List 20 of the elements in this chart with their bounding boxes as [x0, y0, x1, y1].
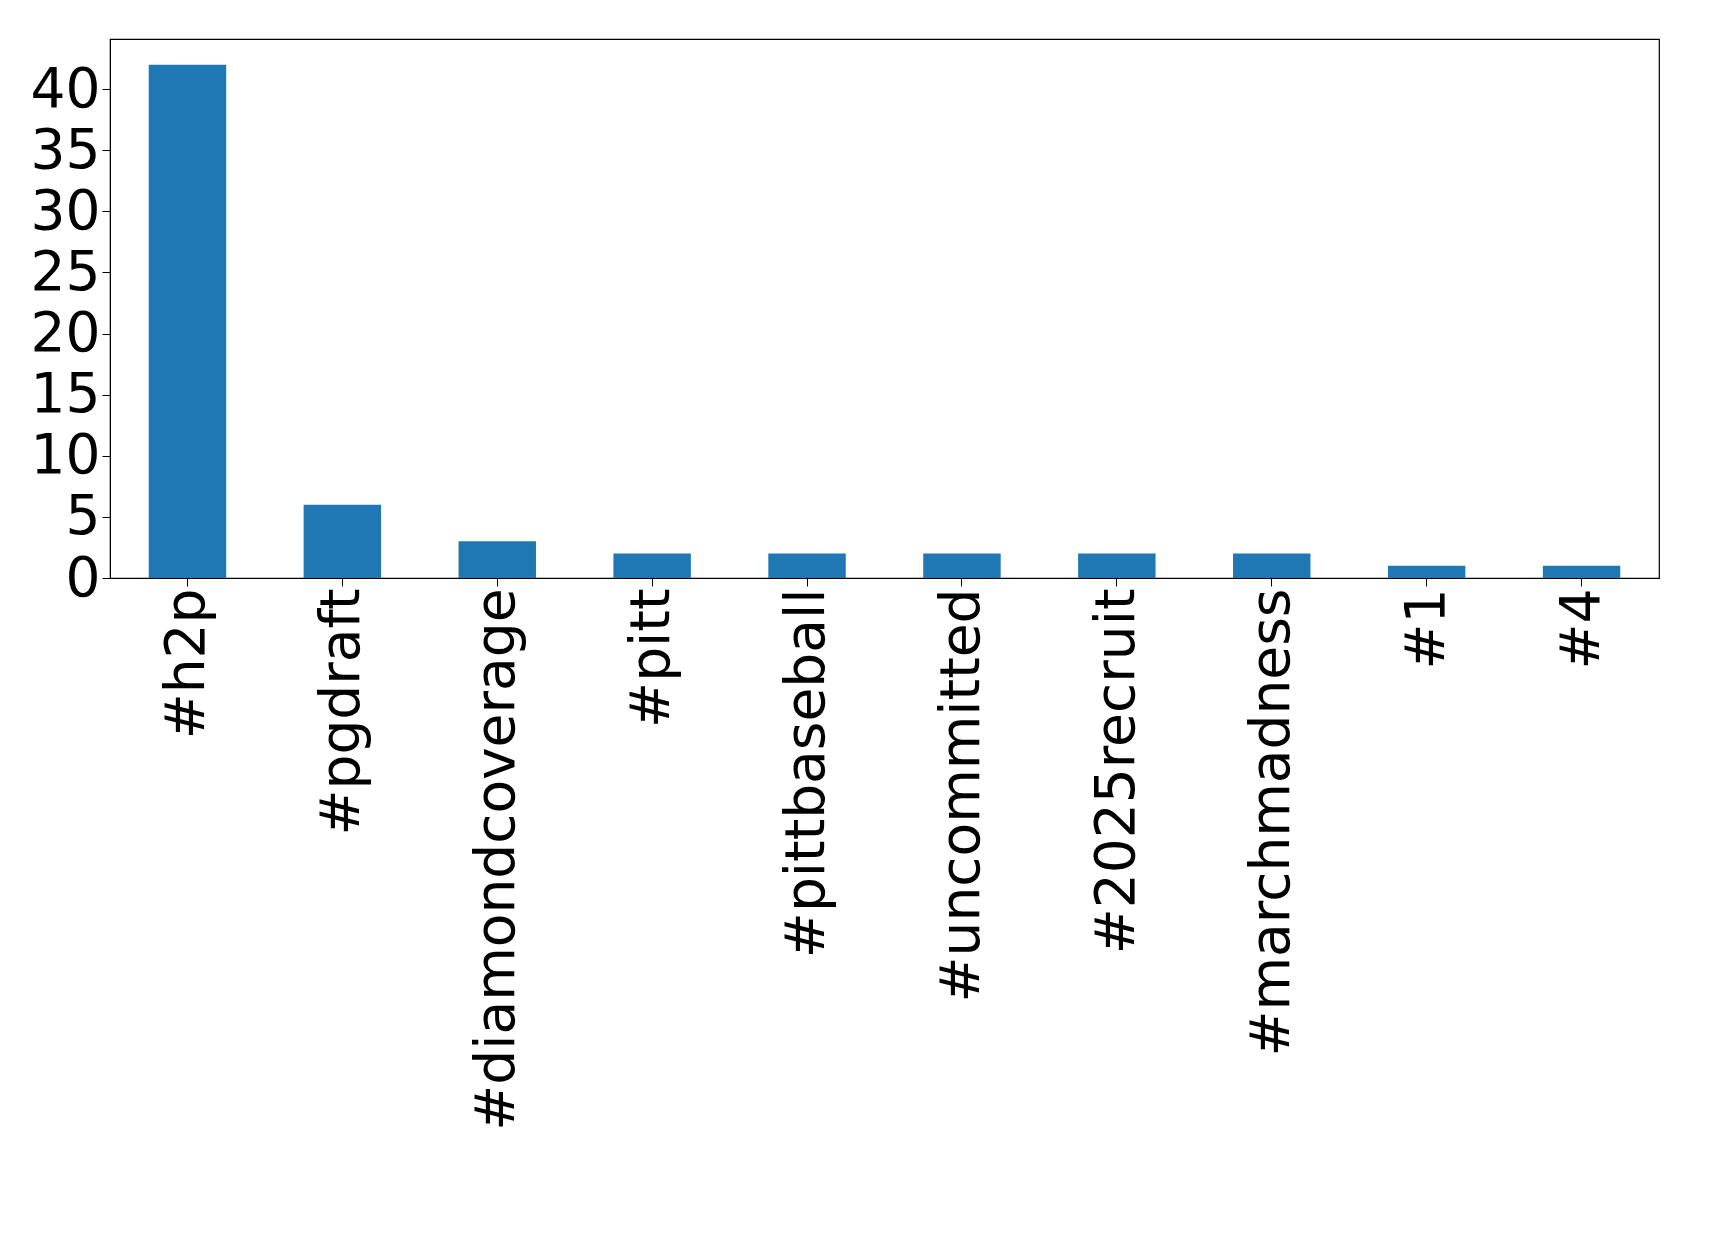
bar — [1542, 565, 1621, 578]
bar — [923, 553, 1001, 578]
x-tick-label: #uncommitted — [927, 588, 992, 1003]
bar — [1387, 565, 1466, 578]
x-tick-label: #pitt — [618, 588, 683, 728]
x-tick-label: #diamondcoverage — [463, 588, 528, 1131]
bar — [768, 553, 846, 578]
bar — [148, 64, 227, 578]
x-tick-label: #h2p — [153, 588, 218, 740]
bar — [303, 504, 382, 578]
x-tick-label: #pgdraft — [308, 588, 373, 836]
x-tick-label: #1 — [1392, 588, 1457, 670]
x-tick-label: #marchmadness — [1237, 588, 1302, 1057]
x-tick-label: #4 — [1547, 588, 1612, 670]
bar — [613, 553, 691, 578]
x-tick-label: #pittbaseball — [773, 588, 838, 959]
bar — [458, 541, 536, 578]
bar — [1233, 553, 1311, 578]
bar — [1078, 553, 1156, 578]
x-tick-label: #2025recruit — [1082, 588, 1147, 955]
